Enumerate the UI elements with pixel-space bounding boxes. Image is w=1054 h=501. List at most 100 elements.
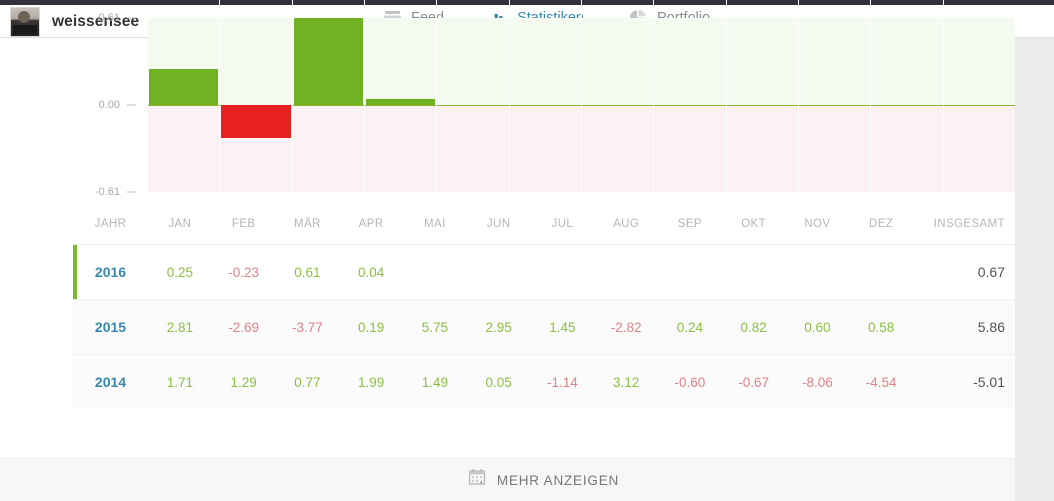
column-positive-band [437, 18, 509, 105]
year-cell: 2014 [73, 354, 148, 409]
column-header-jun: JUN [466, 205, 531, 245]
user-block[interactable]: weissensee [10, 7, 139, 37]
column-header-insgesamt: INSGESAMT [913, 205, 1015, 245]
zero-line [654, 105, 726, 106]
chart-column-apr[interactable] [364, 0, 438, 205]
year-cell: 2015 [73, 299, 148, 355]
zero-line [437, 105, 509, 106]
chart-bar-apr[interactable] [365, 99, 436, 105]
chart-y-axis: 0.61 0.00 -0.61 [73, 0, 148, 205]
column-header-jahr: JAHR [73, 205, 148, 245]
column-negative-band [943, 105, 1015, 192]
left-rail [0, 38, 73, 501]
total-cell: -5.01 [913, 354, 1015, 409]
month-cell-sep: -0.60 [658, 354, 722, 409]
chart-column-mai[interactable] [437, 0, 510, 205]
chart-bar-feb[interactable] [221, 105, 291, 138]
chart-bar-jan[interactable] [149, 69, 219, 105]
zero-line [943, 105, 1015, 106]
column-negative-band [726, 105, 798, 192]
month-cell-jul [530, 244, 595, 300]
zero-line [148, 105, 220, 106]
zero-line [726, 105, 798, 106]
zero-line [798, 105, 871, 106]
table-row[interactable]: 2015 2.81 -2.69 -3.77 0.19 5.75 2.95 1.45 -2.82 0… [73, 299, 1015, 355]
chart-column-jul[interactable] [581, 0, 655, 205]
column-negative-band [364, 105, 437, 192]
chart-column-dez[interactable] [943, 0, 1015, 205]
year-link[interactable]: 2015 [94, 319, 127, 335]
month-cell-okt: 0.82 [721, 299, 786, 355]
column-header-sep: SEP [658, 205, 722, 245]
month-cell-mär: 0.61 [275, 244, 340, 300]
column-negative-band [148, 105, 220, 192]
table-row[interactable]: 2016 0.25 -0.23 0.61 0.04 0.67 [73, 244, 1015, 300]
calendar-icon [468, 469, 487, 491]
chart-column-sep[interactable] [726, 0, 799, 205]
year-link[interactable]: 2016 [94, 264, 127, 280]
monthly-performance-chart: 0.61 0.00 -0.61 [73, 0, 1015, 205]
zero-line [364, 105, 437, 106]
show-more-label: MEHR ANZEIGEN [496, 472, 620, 488]
month-cell-sep [658, 244, 722, 300]
chart-column-jan[interactable] [148, 0, 221, 205]
y-axis-tick-mark [127, 191, 136, 193]
zero-line [292, 105, 364, 106]
chart-column-mär[interactable] [292, 0, 365, 205]
month-cell-okt [721, 244, 786, 300]
show-more-button[interactable]: MEHR ANZEIGEN [73, 458, 1015, 501]
month-cell-mär: -3.77 [275, 299, 340, 355]
y-axis-tick-label: 0.61 [98, 12, 120, 24]
zero-line [871, 105, 943, 106]
column-header-nov: NOV [785, 205, 850, 245]
zero-line [509, 105, 581, 106]
y-axis-tick-label: 0.00 [98, 99, 120, 111]
month-cell-mär: 0.77 [275, 354, 340, 409]
total-cell: 0.67 [913, 244, 1015, 300]
user-photo-avatar[interactable] [10, 7, 40, 37]
chart-column-aug[interactable] [654, 0, 727, 205]
year-link[interactable]: 2014 [94, 374, 127, 390]
chart-column-jun[interactable] [509, 0, 582, 205]
chart-bar-mär[interactable] [293, 18, 363, 105]
chart-column-feb[interactable] [220, 0, 293, 205]
column-header-apr: APR [339, 205, 403, 245]
chart-column-okt[interactable] [798, 0, 872, 205]
column-negative-band [798, 105, 871, 192]
column-positive-band [509, 18, 581, 105]
column-positive-band [364, 18, 437, 105]
month-cell-feb: -0.23 [211, 244, 276, 300]
month-cell-dez: 0.58 [849, 299, 913, 355]
month-cell-nov: 0.60 [785, 299, 850, 355]
column-negative-band [581, 105, 654, 192]
column-header-aug: AUG [594, 205, 658, 245]
column-negative-band [292, 105, 364, 192]
month-cell-feb: -2.69 [211, 299, 276, 355]
month-cell-aug: -2.82 [594, 299, 658, 355]
column-header-okt: OKT [721, 205, 786, 245]
column-negative-band [509, 105, 581, 192]
table-row[interactable]: 2014 1.71 1.29 0.77 1.99 1.49 0.05 -1.14 3.12 -0.… [73, 354, 1015, 409]
topbar-dark-strip [0, 0, 1054, 5]
column-positive-band [943, 18, 1015, 105]
month-cell-jan: 2.81 [148, 299, 212, 355]
column-negative-band [437, 105, 509, 192]
column-negative-band [654, 105, 726, 192]
month-cell-aug [594, 244, 658, 300]
table-header-row: JAHR JAN FEB MÄR APR MAI JUN JUL AUG SEP OKT NOV DEZ… [73, 205, 1015, 245]
column-positive-band [654, 18, 726, 105]
month-cell-dez [849, 244, 913, 300]
month-cell-aug: 3.12 [594, 354, 658, 409]
footer-left-rail [0, 458, 73, 501]
chart-column-nov[interactable] [871, 0, 944, 205]
column-positive-band [871, 18, 943, 105]
table-body: 2016 0.25 -0.23 0.61 0.04 0.67 2015 2.81 -2.69 -3… [73, 244, 1015, 409]
month-cell-jun: 2.95 [466, 299, 531, 355]
column-negative-band [871, 105, 943, 192]
column-header-dez: DEZ [849, 205, 913, 245]
month-cell-dez: -4.54 [849, 354, 913, 409]
table-header: JAHR JAN FEB MÄR APR MAI JUN JUL AUG SEP OKT NOV DEZ… [73, 205, 1015, 245]
column-header-mär: MÄR [275, 205, 340, 245]
month-cell-apr: 0.19 [339, 299, 403, 355]
